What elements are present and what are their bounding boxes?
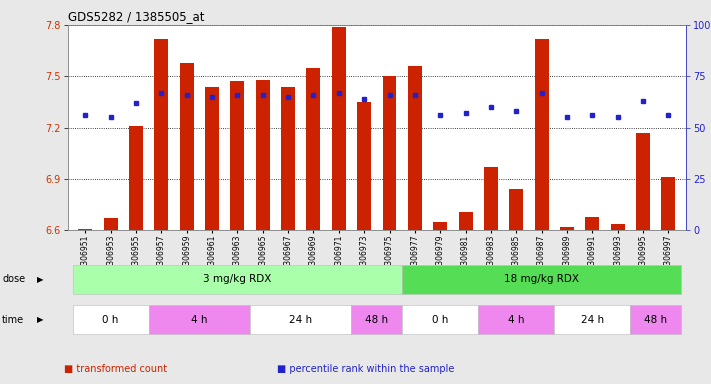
Text: dose: dose — [2, 274, 26, 285]
Bar — [560, 227, 574, 230]
Text: ▶: ▶ — [37, 315, 43, 324]
Bar — [357, 102, 371, 230]
Bar — [535, 39, 549, 230]
Text: GDS5282 / 1385505_at: GDS5282 / 1385505_at — [68, 10, 204, 23]
Bar — [129, 126, 143, 230]
Text: 24 h: 24 h — [581, 314, 604, 325]
Bar — [332, 26, 346, 230]
Bar — [230, 81, 245, 230]
Text: 24 h: 24 h — [289, 314, 312, 325]
Text: time: time — [2, 314, 24, 325]
Bar — [149, 305, 250, 334]
Bar — [636, 133, 650, 230]
Bar — [509, 189, 523, 230]
Text: 18 mg/kg RDX: 18 mg/kg RDX — [504, 274, 579, 285]
Text: ■ transformed count: ■ transformed count — [64, 364, 167, 374]
Text: ■ percentile rank within the sample: ■ percentile rank within the sample — [277, 364, 454, 374]
Text: 48 h: 48 h — [365, 314, 388, 325]
Text: 0 h: 0 h — [432, 314, 449, 325]
Text: 4 h: 4 h — [191, 314, 208, 325]
Bar — [351, 305, 402, 334]
Bar — [661, 177, 675, 230]
Bar — [479, 305, 555, 334]
Text: 3 mg/kg RDX: 3 mg/kg RDX — [203, 274, 272, 285]
Bar — [459, 212, 473, 230]
Bar — [205, 86, 219, 230]
Bar — [104, 218, 117, 230]
Bar — [73, 265, 402, 294]
Bar — [484, 167, 498, 230]
Bar — [408, 66, 422, 230]
Bar — [402, 265, 681, 294]
Text: 0 h: 0 h — [102, 314, 119, 325]
Bar — [433, 222, 447, 230]
Bar — [250, 305, 351, 334]
Text: 4 h: 4 h — [508, 314, 525, 325]
Bar — [73, 305, 149, 334]
Bar — [402, 305, 479, 334]
Bar — [555, 305, 631, 334]
Bar — [611, 223, 625, 230]
Bar — [154, 39, 169, 230]
Bar — [585, 217, 599, 230]
Bar — [180, 63, 193, 230]
Bar — [78, 229, 92, 230]
Text: ▶: ▶ — [37, 275, 43, 284]
Bar — [256, 80, 269, 230]
Bar — [281, 86, 295, 230]
Bar — [383, 76, 397, 230]
Bar — [306, 68, 321, 230]
Text: 48 h: 48 h — [644, 314, 667, 325]
Bar — [631, 305, 681, 334]
